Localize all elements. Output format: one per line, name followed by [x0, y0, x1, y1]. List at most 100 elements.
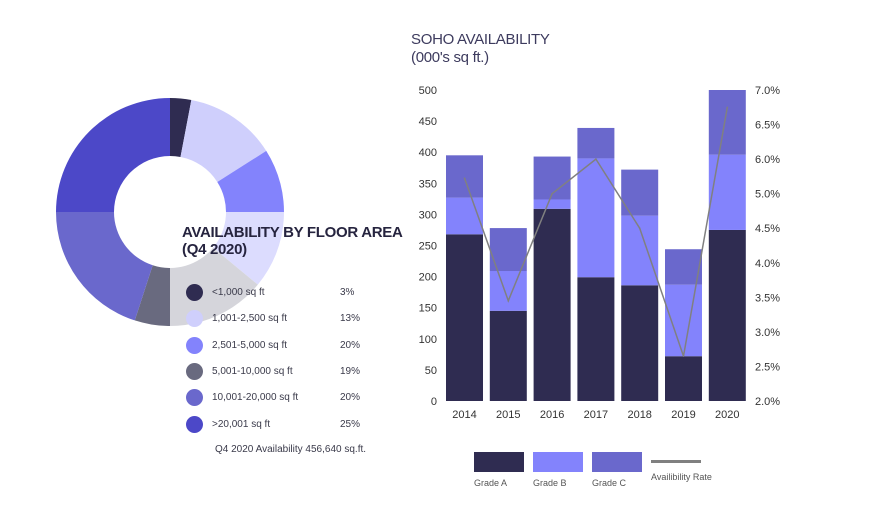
legend-percent: 19% — [340, 365, 361, 377]
legend-label: 2,501-5,000 sq ft — [212, 339, 288, 351]
legend-item: 1,001-2,500 sq ft 13% — [186, 310, 366, 328]
legend-swatch — [186, 310, 203, 328]
x-tick-label: 2019 — [671, 409, 695, 421]
line-point — [682, 355, 685, 357]
bar-segment-grade-b — [708, 154, 746, 230]
legend-item: 2,501-5,000 sq ft 20% — [186, 336, 366, 355]
bar-segment-grade-b — [533, 199, 571, 209]
y2-tick-label: 5.0% — [755, 189, 780, 201]
y2-tick-label: 7.0% — [755, 85, 780, 97]
pie-footnote: Q4 2020 Availability 456,640 sq.ft. — [215, 444, 367, 455]
bar-legend-item: Availibility Rate — [651, 452, 712, 482]
x-tick-label: 2016 — [540, 409, 564, 421]
legend-swatch — [186, 415, 203, 433]
pie-title-line2: (Q4 2020) — [182, 241, 247, 258]
donut-slice — [170, 98, 192, 157]
y2-tick-label: 6.0% — [755, 154, 780, 166]
legend-label: Grade A — [474, 478, 508, 488]
y2-tick-label: 2.5% — [755, 361, 780, 373]
legend-swatch — [186, 336, 203, 354]
legend-swatch — [186, 284, 203, 301]
bar-segment-grade-c — [489, 228, 527, 272]
bar-segment-grade-a — [489, 310, 527, 401]
y2-tick-label: 3.0% — [755, 327, 780, 339]
y2-tick-label: 3.5% — [755, 292, 780, 304]
y-tick-label: 250 — [419, 241, 437, 253]
chart-subtitle: (000's sq ft.) — [411, 49, 489, 66]
legend-item: 10,001-20,000 sq ft 20% — [186, 389, 366, 407]
bar-segment-grade-c — [708, 90, 746, 155]
bar-segment-grade-a — [577, 277, 615, 401]
line-point — [551, 192, 553, 195]
y-tick-label: 500 — [419, 85, 437, 97]
legend-line-swatch — [651, 460, 701, 463]
x-tick-label: 2017 — [584, 409, 608, 421]
legend-swatch — [474, 452, 524, 472]
legend-percent: 3% — [340, 287, 355, 298]
bar-segment-grade-b — [446, 197, 483, 235]
legend-percent: 13% — [340, 313, 361, 325]
legend-item: <1,000 sq ft 3% — [186, 284, 366, 302]
chart-title: SOHO AVAILABILITY (000's sq ft.) — [411, 31, 550, 67]
y-tick-label: 100 — [419, 334, 437, 346]
legend-label: 10,001-20,000 sq ft — [212, 392, 299, 404]
x-tick-label: 2015 — [496, 409, 520, 421]
y-tick-label: 300 — [419, 209, 437, 221]
legend-label: >20,001 sq ft — [212, 418, 271, 430]
donut-slice — [56, 212, 153, 321]
pie-title-line1: AVAILABILITY BY FLOOR AREA — [182, 224, 403, 241]
legend-swatch — [186, 389, 203, 407]
y-tick-label: 350 — [419, 178, 437, 190]
y-tick-label: 400 — [419, 147, 437, 159]
legend-swatch — [186, 362, 203, 380]
y2-tick-label: 4.0% — [755, 258, 780, 270]
donut-slice — [180, 100, 267, 182]
legend-percent: 25% — [340, 418, 361, 430]
bar-segment-grade-a — [665, 356, 702, 401]
bar-segment-grade-c — [665, 249, 702, 285]
legend-label: Grade C — [592, 478, 627, 488]
y-tick-label: 200 — [419, 272, 437, 284]
x-tick-label: 2014 — [452, 409, 476, 421]
x-tick-label: 2020 — [715, 409, 739, 421]
bar-segment-grade-c — [533, 156, 571, 200]
bar-segment-grade-c — [446, 155, 483, 198]
y-tick-label: 0 — [431, 396, 437, 408]
bar-legend-item: Grade A — [474, 452, 524, 488]
legend-panel-overlay — [170, 212, 410, 352]
bar-legend-item: Grade C — [592, 452, 642, 488]
y-tick-label: 150 — [419, 303, 437, 315]
bar-segment-grade-c — [577, 127, 615, 159]
legend-label: 5,001-10,000 sq ft — [212, 365, 293, 377]
bar-segment-grade-b — [489, 271, 527, 311]
line-point — [463, 177, 466, 179]
line-point — [726, 106, 729, 109]
y-tick-label: 50 — [425, 365, 437, 377]
y2-tick-label: 6.5% — [755, 120, 780, 132]
legend-percent: 20% — [340, 392, 361, 404]
bar-segment-grade-a — [446, 234, 483, 401]
bar-segment-grade-b — [577, 158, 615, 278]
line-point — [638, 227, 641, 230]
x-tick-label: 2018 — [627, 409, 651, 421]
bar-segment-grade-a — [708, 229, 746, 401]
bar-segment-grade-b — [621, 215, 659, 286]
legend-item: >20,001 sq ft 25% — [186, 415, 366, 434]
bar-legend-item: Grade B — [533, 452, 583, 488]
donut-slice — [56, 98, 170, 212]
y2-tick-label: 2.0% — [755, 396, 780, 408]
line-point — [507, 299, 510, 302]
bar-segment-grade-a — [621, 285, 659, 401]
legend-swatch — [533, 452, 583, 472]
y-tick-label: 450 — [419, 116, 437, 128]
y2-tick-label: 4.5% — [755, 223, 780, 235]
legend-label: Availibility Rate — [651, 472, 712, 482]
legend-label: 1,001-2,500 sq ft — [212, 313, 288, 325]
legend-item: 5,001-10,000 sq ft 19% — [186, 362, 366, 381]
chart-title-text: SOHO AVAILABILITY — [411, 31, 550, 48]
bar-segment-grade-a — [533, 208, 571, 401]
pie-title: AVAILABILITY BY FLOOR AREA (Q4 2020) — [182, 224, 403, 258]
legend-percent: 20% — [340, 339, 361, 351]
legend-label: <1,000 sq ft — [212, 287, 265, 298]
